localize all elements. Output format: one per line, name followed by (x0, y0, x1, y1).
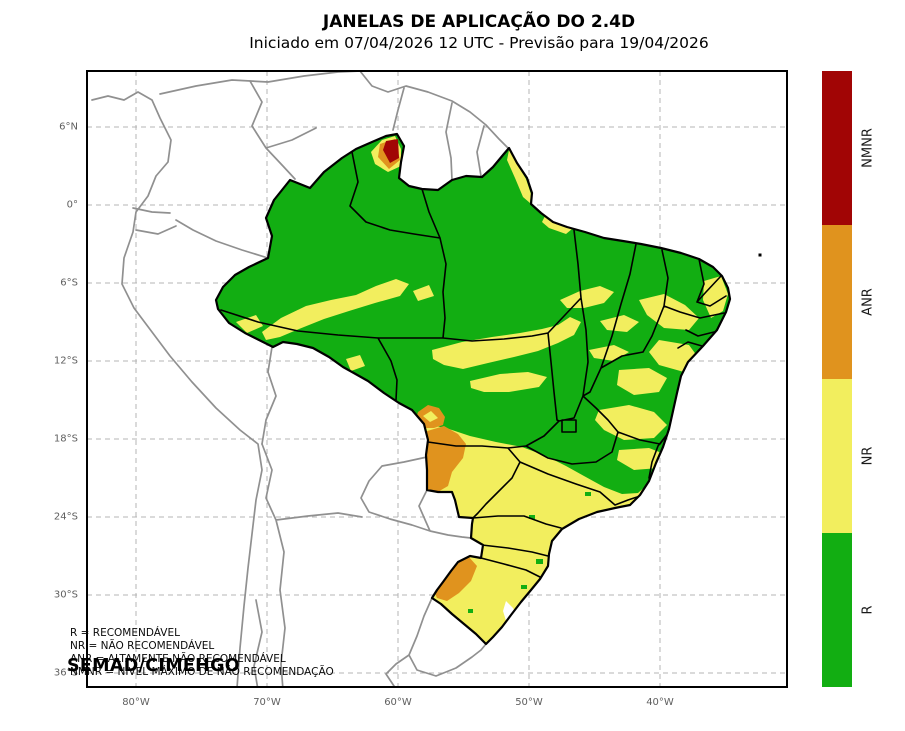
island-marker (758, 253, 762, 257)
colorbar-label-nr: NR (860, 446, 876, 466)
colorbar-segment-nmnr (822, 71, 852, 225)
peru-bolivia-border (261, 346, 277, 445)
guianas-borders (445, 102, 485, 181)
colombia-venezuela-border (249, 80, 317, 180)
lat-tick-label: 24°S (53, 511, 78, 523)
lat-tick-label: 30°S (53, 589, 78, 601)
lon-tick-label: 40°W (646, 697, 674, 708)
lat-tick-label: 0° (66, 199, 78, 211)
colorbar (822, 71, 852, 687)
pacific-andes-coastline (91, 91, 263, 688)
lon-tick-label: 50°W (515, 697, 543, 708)
patch-nr-mato-grosso (432, 317, 581, 392)
legend-line: NMNR = NÍVEL MÁXIMO DE NÃO RECOMENDAÇÃO (70, 665, 334, 678)
patch-r-south-spots (468, 492, 591, 613)
map-canvas (86, 70, 788, 688)
lon-tick-label: 80°W (122, 697, 150, 708)
ecuador-borders (132, 207, 177, 235)
neighbor-country-borders (91, 70, 509, 688)
watermark: SEMAD/CIMEHGO (67, 656, 240, 676)
uruguay-borders (385, 597, 487, 688)
lat-tick-label: 6°N (59, 121, 78, 133)
state-borders (220, 151, 727, 578)
lat-tick-label: 18°S (53, 433, 78, 445)
page-title: JANELAS DE APLICAÇÃO DO 2.4D (322, 12, 636, 32)
legend-line: NR = NÃO RECOMENDÁVEL (70, 639, 215, 652)
bolivia-chile-argentina-borders (253, 443, 363, 688)
patch-anr-mato-grosso-do-sul (400, 405, 466, 493)
peru-colombia-border (175, 219, 269, 259)
legend-line: ANR = ALTAMENTE NÃO RECOMENDÁVEL (70, 652, 286, 665)
legend-text: R = RECOMENDÁVEL NR = NÃO RECOMENDÁVEL ANR… (70, 627, 334, 679)
patch-nr-amazonas-band (236, 279, 434, 371)
colorbar-label-nmnr: NMNR (860, 128, 876, 168)
brazil-region (214, 132, 732, 646)
lat-tick-label: 36°S (53, 667, 78, 679)
lon-tick-label: 70°W (253, 697, 281, 708)
colorbar-label-r: R (860, 605, 876, 615)
patch-nr-northeast (617, 276, 728, 395)
lat-tick-label: 12°S (53, 355, 78, 367)
page-subtitle: Iniciado em 07/04/2026 12 UTC - Previsão… (249, 34, 709, 52)
lon-tick-label: 60°W (384, 697, 412, 708)
colorbar-segment-anr (822, 225, 852, 379)
lat-tick-label: 6°S (60, 277, 78, 289)
colorbar-label-anr: ANR (860, 288, 876, 316)
patch-nr-arc-inner (423, 411, 438, 422)
patch-nr-tocantins-maranhao (560, 286, 639, 361)
colorbar-segment-r (822, 533, 852, 687)
paraguay-borders (360, 456, 472, 539)
plot-frame (86, 70, 788, 688)
patch-nmnr-roraima (383, 139, 399, 163)
legend-line: R = RECOMENDÁVEL (70, 627, 180, 639)
application-window-patches (236, 136, 728, 644)
colorbar-segment-nr (822, 379, 852, 533)
venezuela-guyana-border (392, 87, 405, 131)
north-atlantic-coastline (159, 70, 509, 149)
